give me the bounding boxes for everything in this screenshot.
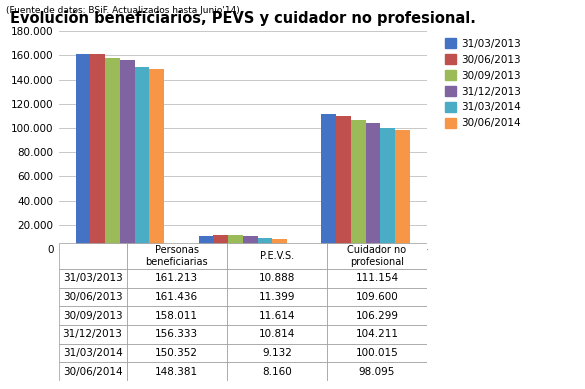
Bar bbox=[327, 306, 427, 325]
Text: 30/06/2014: 30/06/2014 bbox=[63, 367, 122, 377]
Bar bbox=[321, 114, 336, 249]
Bar bbox=[227, 363, 327, 381]
Text: 30/06/2013: 30/06/2013 bbox=[63, 292, 122, 302]
Title: Evolución beneficiarios, PEVS y cuidador no profesional.: Evolución beneficiarios, PEVS y cuidador… bbox=[10, 10, 476, 26]
Bar bbox=[58, 325, 127, 344]
Text: 11.614: 11.614 bbox=[259, 311, 295, 321]
Text: 10.888: 10.888 bbox=[259, 273, 295, 283]
Text: 11.399: 11.399 bbox=[259, 292, 295, 302]
Text: 158.011: 158.011 bbox=[155, 311, 198, 321]
Bar bbox=[336, 116, 351, 249]
Bar bbox=[327, 344, 427, 363]
Bar bbox=[227, 306, 327, 325]
Text: 150.352: 150.352 bbox=[155, 348, 198, 358]
Bar bbox=[149, 69, 164, 249]
Text: 161.436: 161.436 bbox=[155, 292, 198, 302]
Bar bbox=[380, 128, 395, 249]
Text: 100.015: 100.015 bbox=[356, 348, 398, 358]
Bar bbox=[91, 54, 105, 249]
Bar bbox=[272, 239, 287, 249]
Text: 8.160: 8.160 bbox=[262, 367, 292, 377]
Text: P.E.V.S.: P.E.V.S. bbox=[260, 251, 294, 261]
Text: 111.154: 111.154 bbox=[356, 273, 398, 283]
Bar bbox=[227, 269, 327, 287]
Bar bbox=[58, 269, 127, 287]
Text: 109.600: 109.600 bbox=[356, 292, 398, 302]
Bar bbox=[227, 325, 327, 344]
Bar bbox=[327, 287, 427, 306]
Bar bbox=[105, 58, 120, 249]
Bar bbox=[58, 287, 127, 306]
Text: Personas
beneficiarias: Personas beneficiarias bbox=[146, 245, 208, 267]
Text: 31/03/2013: 31/03/2013 bbox=[63, 273, 122, 283]
Text: 106.299: 106.299 bbox=[356, 311, 398, 321]
Text: 30/09/2013: 30/09/2013 bbox=[63, 311, 122, 321]
Bar bbox=[127, 243, 227, 269]
Text: 9.132: 9.132 bbox=[262, 348, 292, 358]
Bar bbox=[327, 269, 427, 287]
Text: Cuidador no
profesional: Cuidador no profesional bbox=[347, 245, 407, 267]
Bar bbox=[327, 363, 427, 381]
Bar bbox=[127, 325, 227, 344]
Bar bbox=[198, 236, 214, 249]
Bar bbox=[127, 306, 227, 325]
Bar bbox=[243, 236, 257, 249]
Legend: 31/03/2013, 30/06/2013, 30/09/2013, 31/12/2013, 31/03/2014, 30/06/2014: 31/03/2013, 30/06/2013, 30/09/2013, 31/1… bbox=[443, 36, 523, 131]
Text: (Fuente de datos: BSiF. Actualizados hasta Junio'14): (Fuente de datos: BSiF. Actualizados has… bbox=[6, 6, 240, 15]
Text: 31/12/2013: 31/12/2013 bbox=[63, 329, 122, 339]
Bar bbox=[227, 344, 327, 363]
Bar bbox=[75, 54, 91, 249]
Bar bbox=[257, 238, 272, 249]
Bar bbox=[58, 243, 127, 269]
Text: 161.213: 161.213 bbox=[155, 273, 198, 283]
Text: 98.095: 98.095 bbox=[359, 367, 395, 377]
Text: 104.211: 104.211 bbox=[356, 329, 398, 339]
Bar bbox=[366, 123, 380, 249]
Bar bbox=[127, 269, 227, 287]
Text: 31/03/2014: 31/03/2014 bbox=[63, 348, 122, 358]
Bar bbox=[214, 235, 228, 249]
Bar bbox=[351, 120, 366, 249]
Bar bbox=[58, 344, 127, 363]
Text: 10.814: 10.814 bbox=[259, 329, 295, 339]
Bar bbox=[127, 344, 227, 363]
Bar bbox=[327, 243, 427, 269]
Bar bbox=[135, 67, 149, 249]
Text: 156.333: 156.333 bbox=[155, 329, 198, 339]
Bar bbox=[227, 243, 327, 269]
Bar bbox=[120, 60, 135, 249]
Bar bbox=[227, 287, 327, 306]
Bar bbox=[58, 363, 127, 381]
Bar bbox=[58, 306, 127, 325]
Bar bbox=[127, 363, 227, 381]
Text: 148.381: 148.381 bbox=[155, 367, 198, 377]
Bar bbox=[127, 287, 227, 306]
Bar bbox=[327, 325, 427, 344]
Bar bbox=[228, 235, 243, 249]
Bar bbox=[395, 130, 410, 249]
